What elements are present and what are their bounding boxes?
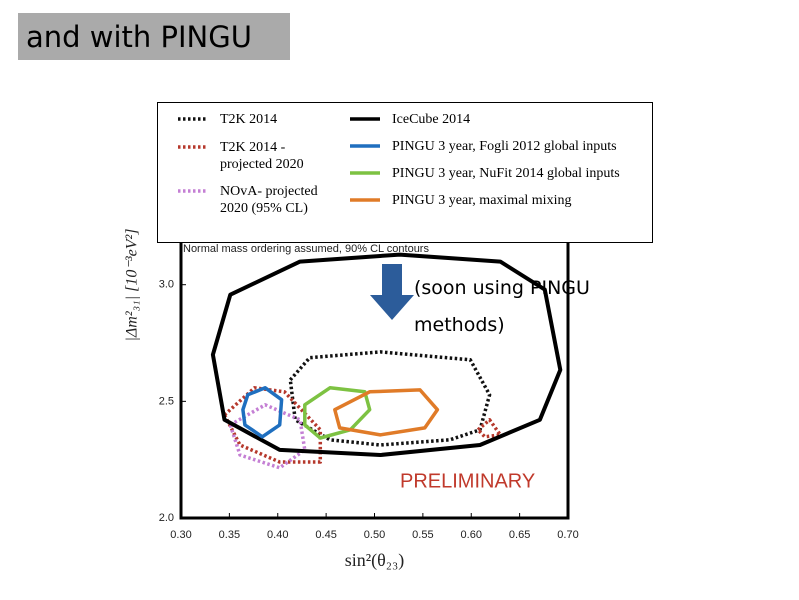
title-box xyxy=(18,13,290,60)
y-axis-label: |Δm²₃₁| [10⁻³eV²] xyxy=(124,228,141,341)
legend-swatch xyxy=(350,171,380,175)
legend-item: T2K 2014 xyxy=(176,111,330,128)
legend-swatch xyxy=(178,117,208,121)
legend-item: IceCube 2014 xyxy=(348,111,672,128)
x-tick-label: 0.40 xyxy=(267,529,288,541)
x-tick-label: 0.70 xyxy=(557,529,578,541)
legend-label: IceCube 2014 xyxy=(392,112,471,127)
legend-swatch xyxy=(350,144,380,148)
x-tick-label: 0.65 xyxy=(509,529,530,541)
y-tick-label: 2.5 xyxy=(159,395,174,407)
legend-item: PINGU 3 year, Fogli 2012 global inputs xyxy=(348,138,672,155)
legend-label: PINGU 3 year, maximal mixing xyxy=(392,193,572,208)
legend-swatch xyxy=(178,189,208,193)
annotation: (soon using PINGU methods) xyxy=(414,277,590,336)
x-tick-label: 0.45 xyxy=(315,529,336,541)
slide-title: and with PINGU xyxy=(26,20,252,54)
watermark: PRELIMINARY xyxy=(400,470,535,492)
x-tick-label: 0.55 xyxy=(412,529,433,541)
legend-item: PINGU 3 year, maximal mixing xyxy=(348,192,672,209)
legend-label: PINGU 3 year, NuFit 2014 global inputs xyxy=(392,166,620,181)
contour xyxy=(222,386,503,464)
y-tick-label: 2.0 xyxy=(159,512,174,524)
legend: T2K 2014 T2K 2014 - projected 2020 NOvA- p… xyxy=(157,102,653,243)
legend-item: PINGU 3 year, NuFit 2014 global inputs xyxy=(348,165,672,182)
contour xyxy=(333,388,440,437)
legend-swatch xyxy=(350,198,380,202)
x-tick-label: 0.30 xyxy=(170,529,191,541)
contour xyxy=(288,350,492,447)
legend-item: T2K 2014 - projected 2020 xyxy=(176,139,330,173)
contour xyxy=(210,252,563,457)
x-tick-label: 0.35 xyxy=(219,529,240,541)
legend-item: NOvA- projected 2020 (95% CL) xyxy=(176,183,340,217)
x-axis-label: sin²(θ₂₃) xyxy=(345,550,405,571)
contour xyxy=(241,386,284,439)
title-clip: and with PINGU xyxy=(18,13,290,65)
legend-label: T2K 2014 xyxy=(220,112,278,127)
contour xyxy=(228,403,307,470)
legend-label: PINGU 3 year, Fogli 2012 global inputs xyxy=(392,139,617,154)
x-tick-label: 0.50 xyxy=(364,529,385,541)
y-tick-label: 3.0 xyxy=(159,279,174,291)
note: Normal mass ordering assumed, 90% CL con… xyxy=(183,243,429,255)
legend-label: T2K 2014 - projected 2020 xyxy=(220,140,304,172)
legend-label: NOvA- projected 2020 (95% CL) xyxy=(220,184,318,216)
legend-swatch xyxy=(178,145,208,149)
legend-swatch xyxy=(350,117,380,121)
contour xyxy=(303,386,372,440)
arrow xyxy=(370,264,414,320)
x-tick-label: 0.60 xyxy=(461,529,482,541)
